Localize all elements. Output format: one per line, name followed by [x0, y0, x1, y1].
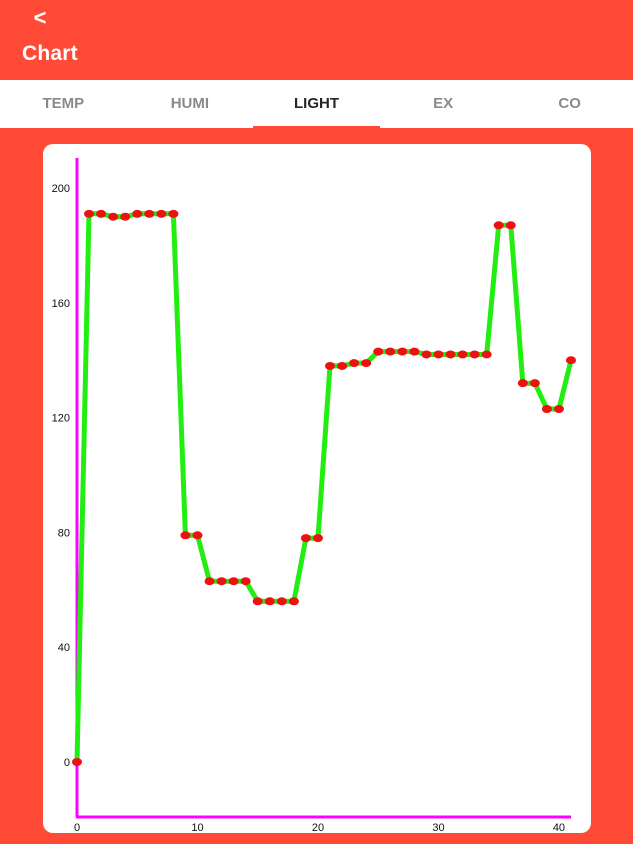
tab-bar: TEMP HUMI LIGHT EX CO [0, 80, 633, 128]
data-point [517, 379, 528, 388]
data-point [204, 577, 215, 586]
x-tick-label: 30 [432, 822, 444, 834]
y-tick-label: 40 [58, 642, 70, 654]
data-point [156, 209, 167, 218]
data-point [397, 347, 408, 356]
data-point [312, 534, 323, 543]
tab-temp[interactable]: TEMP [42, 95, 85, 112]
data-point [409, 347, 420, 356]
data-point [180, 531, 191, 540]
data-point [481, 350, 492, 359]
data-point [84, 209, 95, 218]
y-tick-label: 120 [52, 413, 70, 425]
data-point [457, 350, 468, 359]
data-point [132, 209, 143, 218]
data-point [228, 577, 239, 586]
tab-light[interactable]: LIGHT [253, 80, 380, 128]
data-point [192, 531, 203, 540]
x-tick-label: 40 [553, 822, 565, 834]
data-point [108, 212, 119, 221]
data-point [216, 577, 227, 586]
data-point [566, 356, 576, 365]
x-tick-label: 10 [191, 822, 203, 834]
back-arrow-icon[interactable]: < [33, 5, 47, 30]
data-point [433, 350, 444, 359]
data-point [325, 361, 336, 370]
chart-card [43, 144, 591, 833]
y-tick-label: 160 [52, 298, 70, 310]
data-point [505, 221, 516, 230]
data-point [445, 350, 456, 359]
data-point [300, 534, 311, 543]
data-point [288, 597, 299, 606]
data-point [144, 209, 155, 218]
data-point [120, 212, 131, 221]
data-point [337, 361, 348, 370]
y-tick-label: 200 [52, 183, 70, 195]
page-title: Chart [22, 42, 78, 65]
tab-humi[interactable]: HUMI [170, 95, 210, 112]
data-point [349, 359, 360, 368]
series-line [74, 211, 574, 763]
tab-ex[interactable]: EX [433, 95, 454, 112]
data-point [529, 379, 540, 388]
data-point [240, 577, 251, 586]
data-point [168, 209, 179, 218]
data-point [553, 404, 564, 413]
data-point [541, 404, 552, 413]
data-point [421, 350, 432, 359]
data-point [385, 347, 396, 356]
tab-co[interactable]: CO [558, 95, 581, 112]
data-point [276, 597, 287, 606]
data-point [96, 209, 107, 218]
data-point [361, 359, 372, 368]
data-point [252, 597, 263, 606]
data-point [469, 350, 480, 359]
y-tick-label: 0 [64, 757, 70, 769]
data-point [72, 758, 82, 766]
app-bar: < Chart [0, 0, 633, 80]
data-point [264, 597, 275, 606]
data-point [493, 221, 504, 230]
x-tick-label: 20 [312, 822, 324, 834]
x-tick-label: 0 [74, 822, 80, 834]
y-tick-label: 80 [58, 527, 70, 539]
data-point [373, 347, 384, 356]
